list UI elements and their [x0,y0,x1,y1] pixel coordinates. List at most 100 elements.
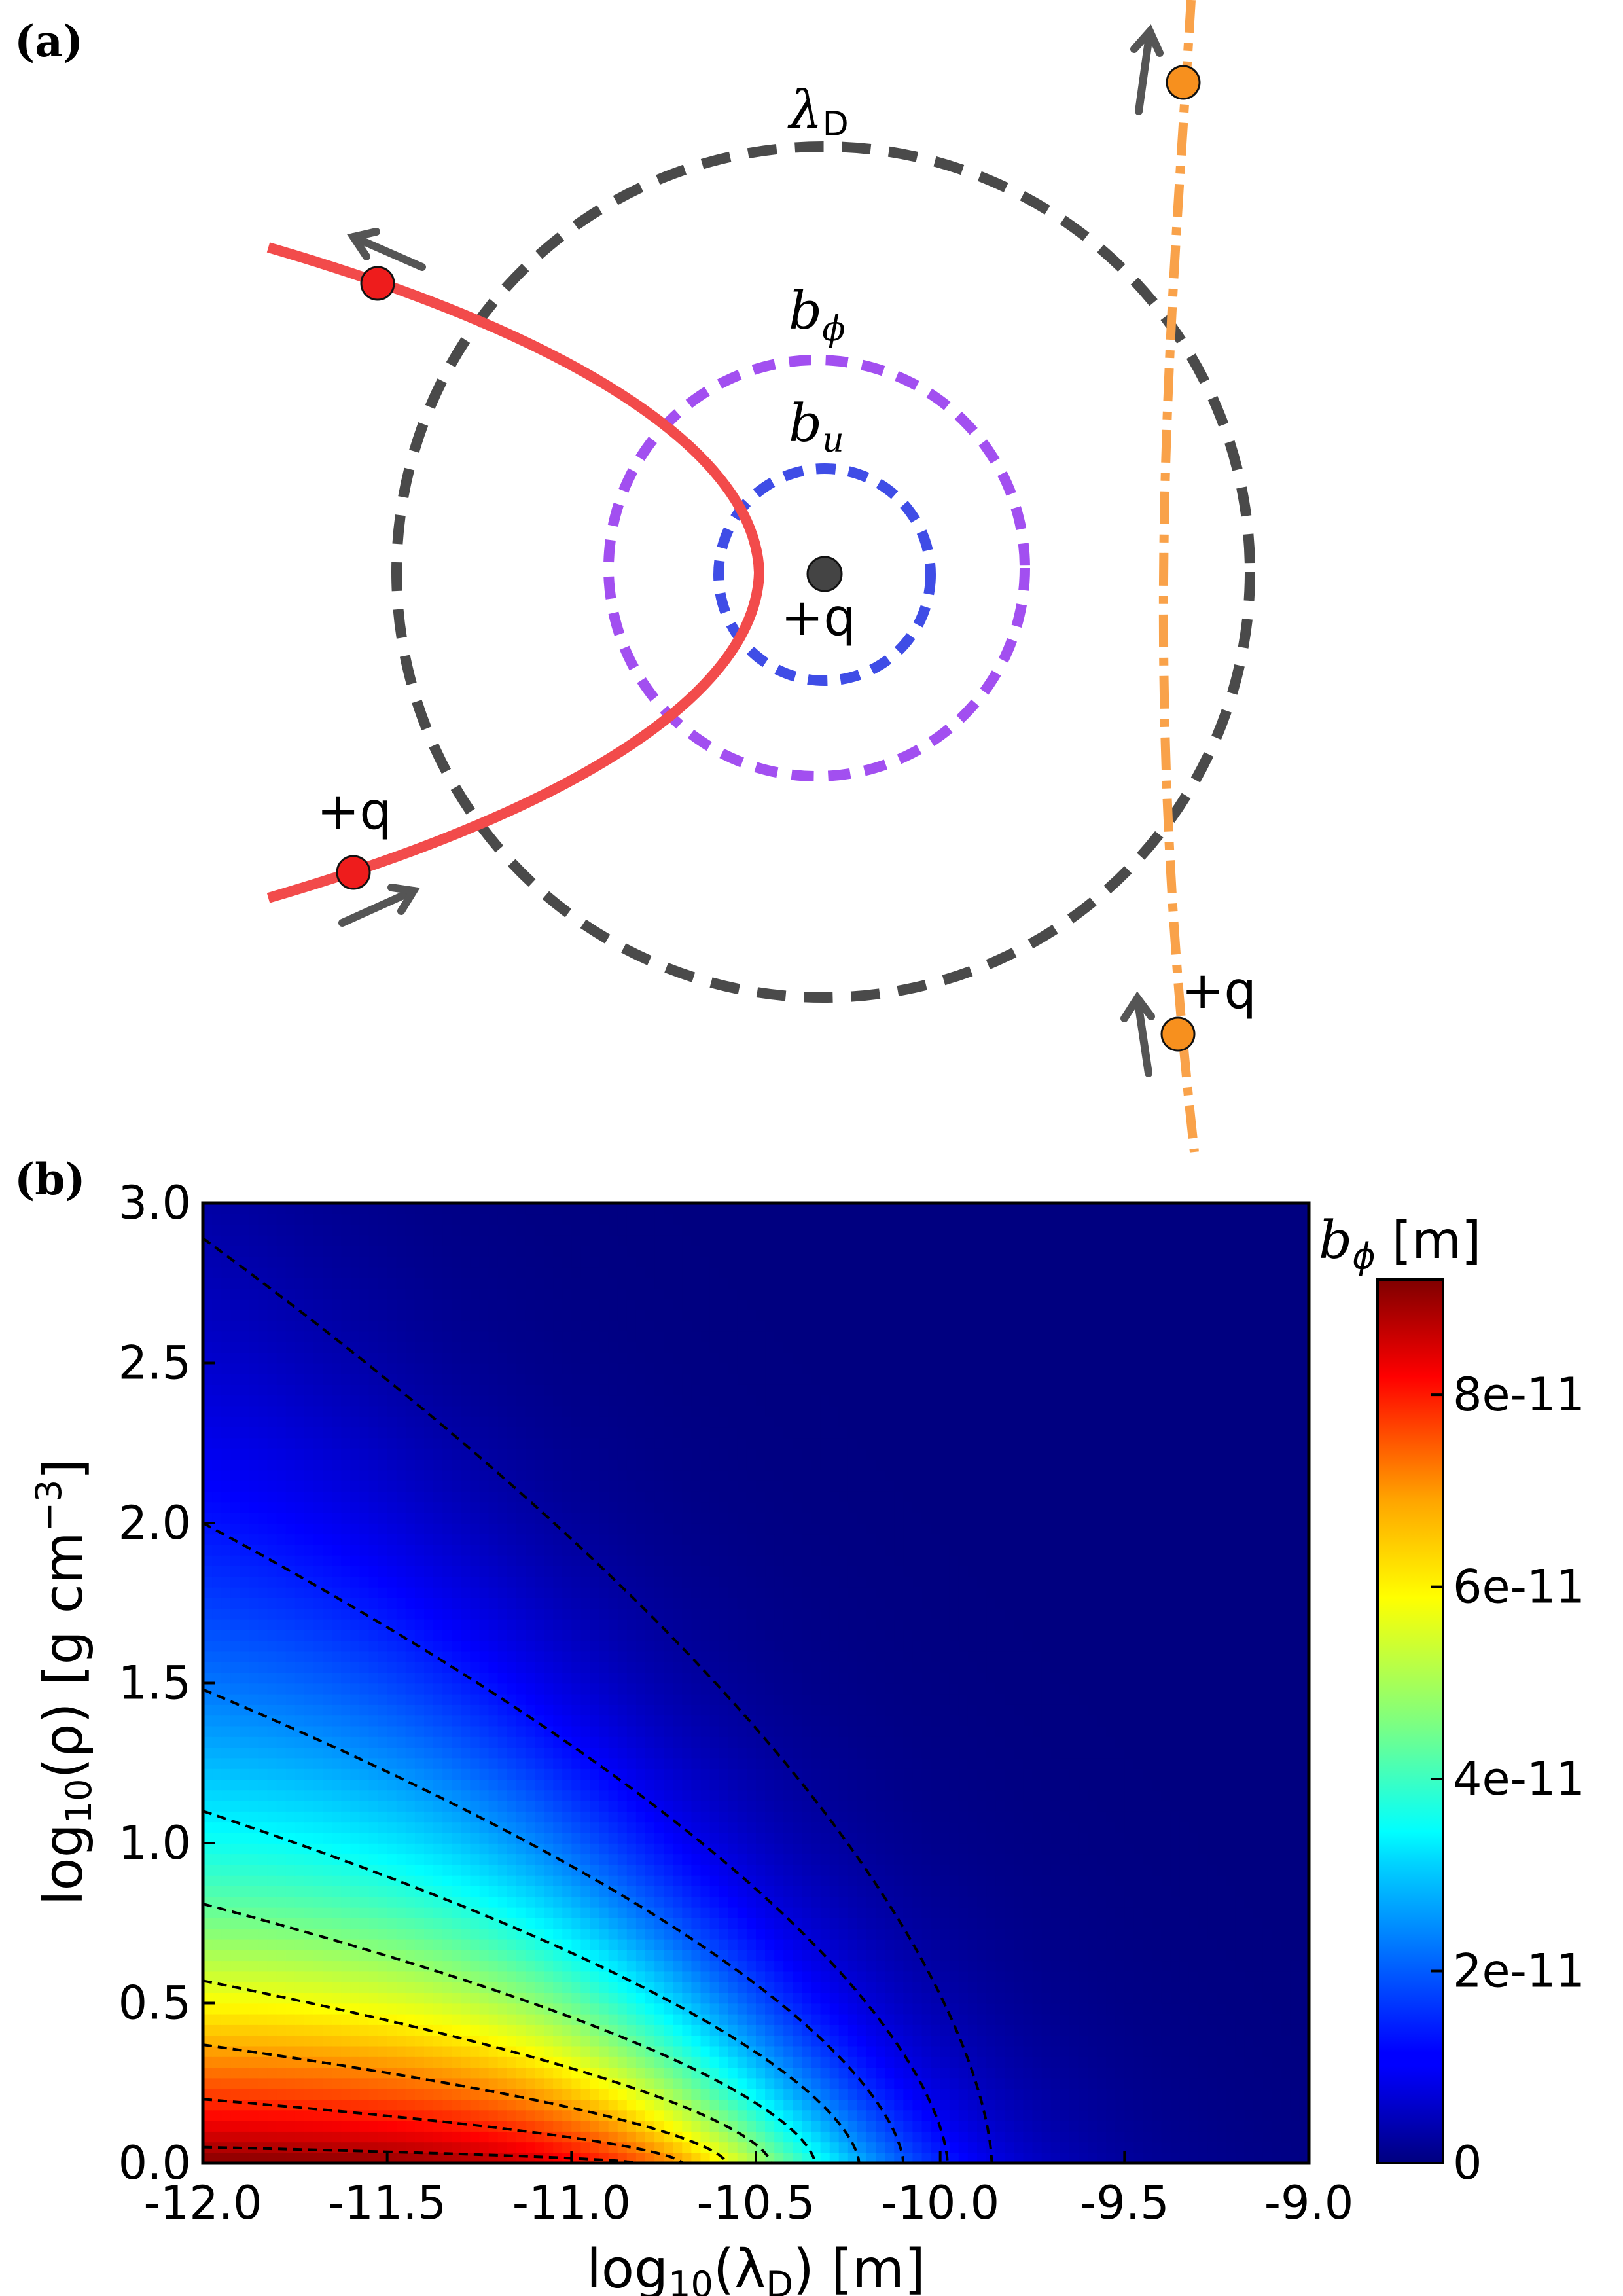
heatmap-cell [1133,1725,1144,1737]
heatmap-cell [405,1715,416,1727]
heatmap-cell [903,1918,914,1929]
heatmap-cell [396,1886,406,1897]
heatmap-cell [829,1939,840,1950]
heatmap-cell [221,1715,232,1727]
heatmap-cell [1078,1896,1088,1908]
heatmap-cell [249,2035,259,2047]
heatmap-cell [1143,2045,1153,2057]
heatmap-cell [258,1907,268,1918]
heatmap-cell [967,2045,978,2057]
heatmap-cell [1161,1747,1171,1759]
heatmap-cell [571,1939,582,1950]
heatmap-cell [240,2142,250,2153]
heatmap-cell [461,1832,471,1844]
heatmap-cell [949,1832,959,1844]
heatmap-cell [1050,1832,1061,1844]
heatmap-cell [958,2099,969,2111]
heatmap-cell [1106,1971,1116,1982]
heatmap-cell [304,1854,314,1865]
heatmap-cell [719,1896,729,1908]
heatmap-cell [1106,2088,1116,2100]
heatmap-cell [479,2024,490,2036]
heatmap-cell [885,1992,895,2004]
heatmap-cell [921,1864,932,1876]
heatmap-cell [378,1907,388,1918]
heatmap-cell [461,2109,471,2121]
heatmap-cell [820,1843,830,1855]
heatmap-cell [1290,1907,1300,1918]
heatmap-cell [516,1715,526,1727]
heatmap-cell [977,1950,987,1962]
heatmap-cell [470,2142,480,2153]
heatmap-cell [1207,1918,1217,1929]
heatmap-cell [221,2024,232,2036]
heatmap-cell [249,1715,259,1727]
heatmap-cell [507,1779,517,1791]
heatmap-cell [1179,1736,1190,1748]
heatmap-cell [424,1928,434,1940]
heatmap-cell [1060,1832,1070,1844]
heatmap-cell [1281,1864,1291,1876]
heatmap-cell [396,2109,406,2121]
heatmap-cell [1124,2013,1135,2025]
heatmap-cell [1161,2003,1171,2015]
heatmap-cell [1235,2024,1245,2036]
heatmap-cell [673,1843,683,1855]
heatmap-cell [359,1843,370,1855]
heatmap-cell [1032,1992,1043,2004]
heatmap-cell [424,1736,434,1748]
heatmap-cell [820,1747,830,1759]
heatmap-cell [580,2109,591,2121]
heatmap-cell [1217,2013,1227,2025]
heatmap-cell [876,2120,885,2132]
heatmap-cell [986,1832,996,1844]
heatmap-cell [866,1843,876,1855]
heatmap-cell [1088,2152,1097,2163]
heatmap-cell [903,1886,914,1897]
heatmap-cell [488,1747,499,1759]
heatmap-cell [1097,2056,1107,2068]
heatmap-cell [516,1918,526,1929]
heatmap-cell [1253,1992,1264,2004]
heatmap-cell [673,2120,683,2132]
heatmap-cell [635,2152,646,2163]
heatmap-cell [405,2077,416,2089]
heatmap-cell [396,2035,406,2047]
heatmap-cell [700,1779,711,1791]
heatmap-cell [995,2120,1006,2132]
heatmap-cell [442,1736,453,1748]
heatmap-cell [1188,2045,1199,2057]
heatmap-cell [654,1896,664,1908]
heatmap-cell [746,2003,757,2015]
heatmap-cell [230,1811,241,1823]
heatmap-cell [258,2013,268,2025]
heatmap-cell [240,1928,250,1940]
heatmap-cell [378,1886,388,1897]
heatmap-cell [1244,1874,1255,1886]
heatmap-cell [1115,1811,1126,1823]
heatmap-cell [452,1811,462,1823]
heatmap-cell [1253,1747,1264,1759]
heatmap-cell [737,1864,747,1876]
heatmap-cell [654,1950,664,1962]
heatmap-cell [1152,1832,1162,1844]
heatmap-cell [654,1779,664,1791]
heatmap-cell [249,1918,259,1929]
heatmap-cell [433,1981,443,1993]
heatmap-cell [1188,2003,1199,2015]
heatmap-cell [294,1789,305,1801]
heatmap-cell [479,1779,490,1791]
heatmap-cell [461,1907,471,1918]
heatmap-cell [617,2067,628,2079]
heatmap-cell [212,2077,222,2089]
heatmap-cell [838,1789,849,1801]
heatmap-cell [921,1981,932,1993]
heatmap-cell [912,1864,923,1876]
heatmap-cell [535,1992,544,2004]
heatmap-cell [912,2109,923,2121]
heatmap-cell [765,1757,775,1769]
heatmap-cell [1088,2077,1097,2089]
heatmap-cell [1188,2109,1199,2121]
heatmap-cell [802,1768,812,1780]
heatmap-cell [414,1832,425,1844]
